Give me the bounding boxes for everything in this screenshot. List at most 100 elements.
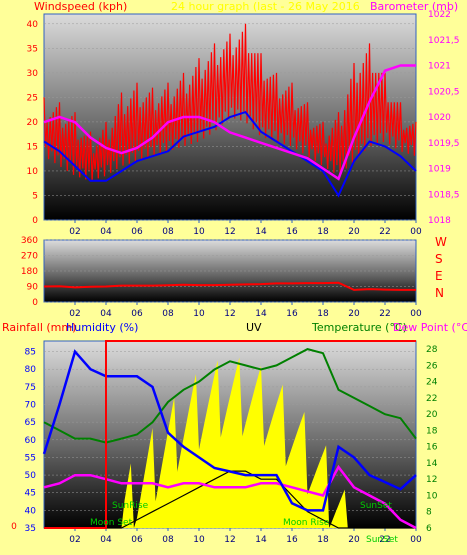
x-tick-label: 18: [317, 309, 329, 319]
average-wind-series-line: [43, 110, 417, 198]
temperature-y-tick-label: 14: [426, 459, 438, 469]
dewpoint-label: Dew Point (°C): [393, 321, 467, 334]
temperature-y-tick-label: 6: [426, 524, 432, 534]
x-tick-label: 00: [410, 227, 422, 237]
solar-radiation-area: [44, 357, 416, 528]
humidity-label: Humidity (%): [66, 321, 138, 334]
temperature-y-tick-label: 16: [426, 443, 438, 453]
x-tick-label: 10: [193, 309, 205, 319]
temperature-y-tick-label: 22: [426, 394, 437, 404]
x-tick-label: 00: [410, 309, 422, 319]
rainfall-zero-label: 0: [11, 522, 17, 532]
temperature-y-tick-label: 12: [426, 475, 437, 485]
conditions-chart: 35 40 45 50 55 60 65 70 75 80 85 6 8 10 12 14 16 18 20 22 24…: [11, 340, 438, 545]
humidity-y-tick-label: 55: [25, 453, 36, 463]
wind-y-tick-label: 20: [27, 118, 39, 128]
humidity-y-tick-label: 75: [25, 383, 36, 393]
direction-y-tick-label: 180: [21, 267, 38, 277]
x-tick-label: 10: [193, 535, 205, 545]
x-tick-label: 20: [348, 309, 360, 319]
x-tick-label: 00: [410, 535, 422, 545]
wind-y-tick-label: 40: [27, 20, 39, 30]
humidity-y-tick-label: 70: [25, 401, 37, 411]
humidity-y-tick-label: 85: [25, 348, 36, 358]
x-tick-label: 08: [162, 227, 174, 237]
humidity-y-tick-label: 45: [25, 489, 36, 499]
uv-label: UV: [246, 321, 262, 334]
x-tick-label: 06: [131, 309, 143, 319]
compass-east: E: [435, 269, 443, 283]
direction-y-tick-label: 360: [21, 236, 38, 246]
x-tick-label: 22: [379, 227, 390, 237]
x-tick-label: 06: [131, 535, 143, 545]
wind-y-tick-label: 25: [27, 93, 38, 103]
temperature-y-tick-label: 8: [426, 508, 432, 518]
x-tick-label: 22: [379, 309, 390, 319]
x-tick-label: 16: [286, 309, 298, 319]
x-tick-label: 18: [317, 227, 329, 237]
wind-y-tick-label: 15: [27, 142, 38, 152]
compass-south: S: [435, 252, 443, 266]
x-tick-label: 10: [193, 227, 205, 237]
x-tick-label: 06: [131, 227, 143, 237]
x-tick-label: 02: [69, 227, 80, 237]
humidity-y-tick-label: 60: [25, 436, 37, 446]
direction-chart: 0 90 180 270 360 02 04 06 08 10 12 14 16 18 20 22 00: [21, 236, 422, 319]
rainfall-series-line: [44, 340, 416, 529]
x-tick-label: 12: [224, 227, 235, 237]
barometer-y-tick-label: 1019,5: [428, 139, 460, 149]
barometer-y-tick-label: 1020: [428, 113, 451, 123]
wind-y-tick-label: 35: [27, 44, 38, 54]
direction-y-tick-label: 270: [21, 252, 38, 262]
barometer-series-line: [43, 64, 416, 181]
humidity-y-tick-label: 35: [25, 524, 36, 534]
sunrise-label: SunRise: [112, 501, 149, 511]
barometer-y-tick-label: 1020,5: [428, 87, 460, 97]
windspeed-axis-title: Windspeed (kph): [34, 0, 127, 13]
sunset-label-upper: SunSet: [360, 501, 392, 511]
wind-y-tick-label: 0: [32, 216, 38, 226]
temperature-y-tick-label: 18: [426, 426, 438, 436]
x-tick-label: 18: [317, 535, 329, 545]
temperature-y-tick-label: 20: [426, 410, 438, 420]
moonrise-label: Moon Rise: [283, 518, 330, 528]
humidity-y-tick-label: 65: [25, 418, 36, 428]
x-tick-label: 16: [286, 227, 298, 237]
x-tick-label: 12: [224, 535, 235, 545]
x-tick-label: 08: [162, 309, 174, 319]
sunset-label-lower: SunSet: [366, 535, 398, 545]
x-tick-label: 02: [69, 309, 80, 319]
x-tick-label: 02: [69, 535, 80, 545]
x-tick-label: 08: [162, 535, 174, 545]
barometer-y-tick-label: 1022: [428, 10, 451, 20]
rainfall-label: Rainfall (mm): [2, 321, 76, 334]
x-tick-label: 20: [348, 535, 360, 545]
humidity-y-tick-label: 40: [25, 506, 37, 516]
x-tick-label: 04: [100, 227, 112, 237]
barometer-y-tick-label: 1018: [428, 216, 451, 226]
temperature-y-tick-label: 10: [426, 491, 438, 501]
x-tick-label: 04: [100, 535, 112, 545]
x-tick-label: 04: [100, 309, 112, 319]
compass-west: W: [435, 235, 447, 249]
barometer-y-tick-label: 1021,5: [428, 36, 460, 46]
temperature-y-tick-label: 28: [426, 345, 438, 355]
temperature-y-tick-label: 26: [426, 361, 438, 371]
x-tick-label: 16: [286, 535, 298, 545]
temperature-y-tick-label: 24: [426, 378, 438, 388]
barometer-y-tick-label: 1019: [428, 165, 451, 175]
barometer-y-tick-label: 1021: [428, 62, 451, 72]
windspeed-series-line: [43, 23, 417, 181]
x-tick-label: 14: [255, 309, 267, 319]
barometer-y-tick-label: 1018,5: [428, 190, 460, 200]
chart-title: 24 hour graph (last - 26 May 2016: [171, 0, 360, 13]
moonset-label: Moon Set: [90, 518, 133, 528]
wind-y-tick-label: 5: [32, 191, 38, 201]
wind-direction-series-line: [43, 281, 416, 291]
humidity-y-tick-label: 50: [25, 471, 37, 481]
wind-y-tick-label: 10: [27, 167, 39, 177]
wind-chart: 051015202530354010181018,510191019,51020…: [27, 10, 460, 237]
compass-north: N: [435, 286, 444, 300]
barometer-axis-title: Barometer (mb): [370, 0, 458, 13]
